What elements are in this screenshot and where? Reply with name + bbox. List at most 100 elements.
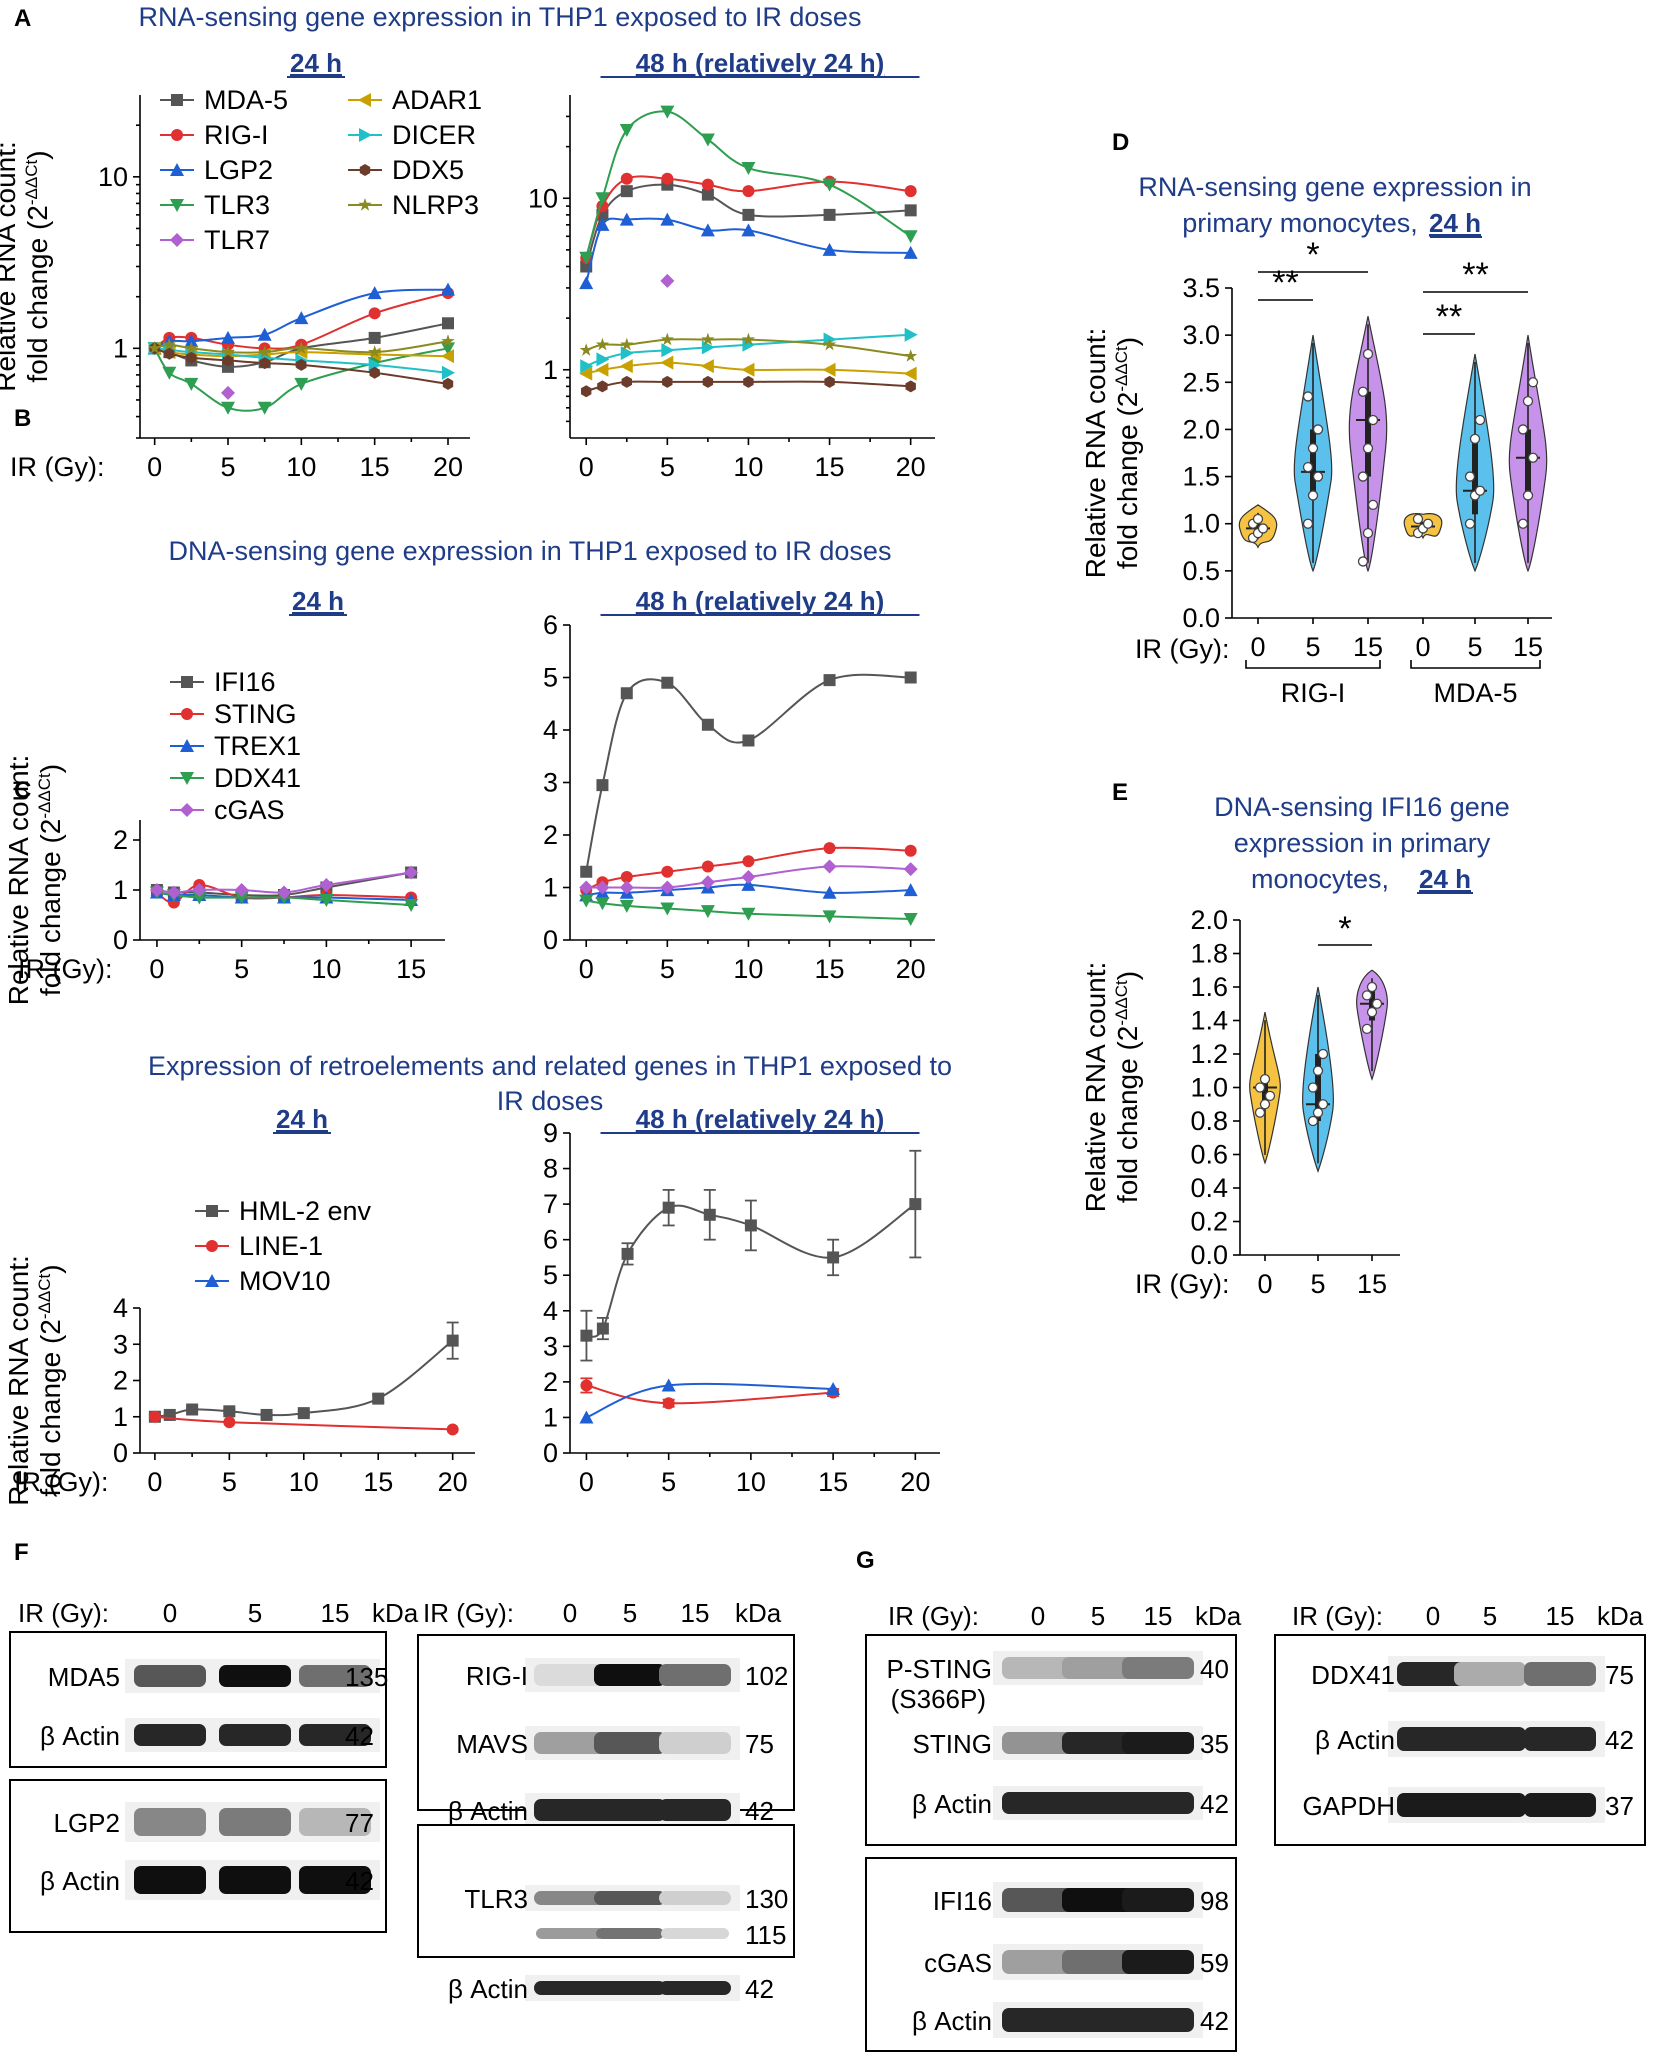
blot-kda: 98 xyxy=(1200,1886,1229,1916)
x-tick-label: 0 xyxy=(1257,1269,1272,1299)
marker-triangle-down xyxy=(170,199,184,212)
marker-circle xyxy=(662,1397,675,1410)
marker-triangle-up xyxy=(579,276,594,290)
y-tick-label: 0 xyxy=(543,1438,558,1468)
marker-triangle-left xyxy=(660,355,674,370)
blot-label-2: (S366P) xyxy=(891,1684,986,1714)
y-label-text: fold change (2 xyxy=(1112,1026,1143,1203)
violin-point xyxy=(1307,490,1319,501)
violin-point xyxy=(1362,443,1374,454)
y-label-close: ) xyxy=(1112,971,1143,980)
series-ifi16 xyxy=(580,671,917,878)
marker-star xyxy=(579,343,593,356)
y-tick-label: 4 xyxy=(543,1296,558,1326)
violin-point xyxy=(1527,377,1539,388)
legend-label: LGP2 xyxy=(204,155,273,185)
y-tick-label: 3 xyxy=(543,768,558,798)
series-mov10 xyxy=(579,1378,841,1424)
violin-point xyxy=(1259,1099,1271,1110)
blot-kda: 42 xyxy=(745,1974,774,2004)
series-hml-2-env xyxy=(580,1149,922,1362)
marker-circle xyxy=(823,842,836,855)
blot-band xyxy=(1002,1950,1074,1974)
y-label-line1: Relative RNA count: xyxy=(3,1255,34,1506)
marker-triangle-up xyxy=(660,212,675,226)
blot-kda: 42 xyxy=(1605,1725,1634,1755)
blot-band xyxy=(1062,1657,1134,1679)
blot-kda: 77 xyxy=(345,1808,374,1838)
blot-band xyxy=(659,1732,731,1754)
blot-band xyxy=(134,1665,206,1687)
marker-circle xyxy=(661,172,674,185)
violin-point xyxy=(1527,452,1539,463)
series-ddx5 xyxy=(581,375,916,398)
blot-band xyxy=(1002,1657,1074,1679)
marker-star xyxy=(294,341,308,354)
y-tick-label: 7 xyxy=(543,1189,558,1219)
panel-d-title-line1: RNA-sensing gene expression in xyxy=(1138,172,1531,202)
blot-band xyxy=(1002,1792,1074,1814)
blot-kda: 130 xyxy=(745,1884,788,1914)
marker-hexagon xyxy=(222,354,234,367)
panel-label-g: G xyxy=(856,1547,875,1574)
blot-band xyxy=(534,1799,606,1821)
blot-band xyxy=(1062,2008,1134,2032)
marker-triangle-down xyxy=(234,891,249,905)
panel-b-title: DNA-sensing gene expression in THP1 expo… xyxy=(169,536,892,566)
marker-triangle-down xyxy=(162,366,177,380)
violin-point xyxy=(1254,1082,1266,1093)
blot-label: β Actin xyxy=(1315,1725,1395,1755)
violin-3 xyxy=(1403,513,1443,540)
marker-square xyxy=(171,94,183,106)
blot-kda: 40 xyxy=(1200,1654,1229,1684)
marker-square xyxy=(620,687,633,700)
marker-triangle-up xyxy=(903,883,918,897)
marker-star xyxy=(441,334,455,347)
chart-c48: 0 5 10 15 20 0 1 2 3 4 5 6 7 8 9 xyxy=(543,1118,940,1497)
blot-band-lower xyxy=(596,1928,664,1939)
marker-hexagon xyxy=(743,375,754,388)
y-tick-label: 0 xyxy=(113,1438,128,1468)
western-dose-label: 5 xyxy=(1483,1601,1497,1631)
violin-point xyxy=(1312,1065,1324,1076)
x-tick-label: 5 xyxy=(660,452,675,482)
blot-kda: 42 xyxy=(1200,1789,1229,1819)
y-tick-label: 1 xyxy=(113,333,128,363)
blot-label: β Actin xyxy=(912,1789,992,1819)
chart-subtitle-c48: 48 h (relatively 24 h) xyxy=(636,1104,885,1134)
marker-square xyxy=(662,1201,675,1214)
x-tick-label: 15 xyxy=(360,452,390,482)
blot-band xyxy=(534,1891,606,1905)
marker-triangle-up xyxy=(822,885,837,899)
marker-triangle-down xyxy=(180,772,194,785)
western-box: IFI16 98 cGAS 59 β Actin 42 xyxy=(865,1857,1237,2052)
blot-band xyxy=(534,1981,606,1995)
panel-e-title-line1: DNA-sensing IFI16 gene xyxy=(1214,792,1510,822)
marker-star xyxy=(741,332,756,346)
marker-hexagon xyxy=(359,164,371,176)
y-label-text: fold change (2 xyxy=(22,205,53,382)
marker-star xyxy=(595,337,610,351)
marker-diamond xyxy=(700,875,715,890)
x-tick-label: 20 xyxy=(896,452,926,482)
marker-circle xyxy=(661,865,674,878)
y-tick-label: 3 xyxy=(543,1331,558,1361)
chart-subtitle-b24: 24 h xyxy=(292,586,344,616)
y-tick-label: 5 xyxy=(543,1260,558,1290)
marker-triangle-right xyxy=(620,346,634,361)
legend-label: MOV10 xyxy=(239,1266,331,1296)
x-tick-label: 5 xyxy=(1305,632,1320,662)
y-tick-label: 0.0 xyxy=(1190,1240,1228,1270)
x-tick-label: 15 xyxy=(815,452,845,482)
marker-circle xyxy=(742,855,755,868)
marker-triangle-up xyxy=(579,1410,594,1424)
x-tick-label: 5 xyxy=(660,954,675,984)
blot-band xyxy=(134,1724,206,1746)
ir-axis-label: IR (Gy): xyxy=(18,954,113,984)
western-dose-label: 0 xyxy=(163,1598,177,1628)
marker-circle xyxy=(181,708,193,720)
y-axis-label-c24: Relative RNA count: fold change (2-ΔΔCt) xyxy=(3,1255,66,1506)
x-tick-label: 0 xyxy=(147,452,162,482)
y-tick-label: 10 xyxy=(528,183,558,213)
significance-mark: ** xyxy=(1436,298,1462,336)
